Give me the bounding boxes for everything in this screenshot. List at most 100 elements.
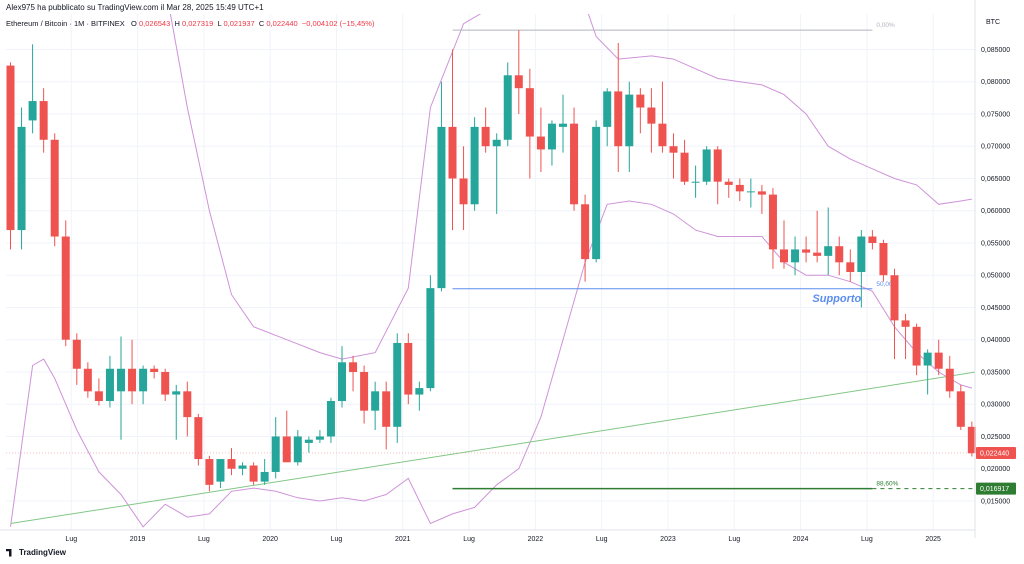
candle-body xyxy=(382,391,391,427)
annotation-lines: 50,00% Supporto 0,00% 88,60% xyxy=(6,22,975,525)
candle xyxy=(238,462,247,476)
symbol-name[interactable]: Ethereum / Bitcoin · 1M · BITFINEX xyxy=(6,19,125,28)
candle xyxy=(680,139,689,185)
candle-body xyxy=(934,352,943,369)
candle xyxy=(536,107,545,173)
candle xyxy=(326,397,335,443)
candle-body xyxy=(17,126,26,231)
candle-body xyxy=(61,236,70,340)
tradingview-brand[interactable]: TradingView xyxy=(6,548,66,557)
candle-body xyxy=(735,184,744,192)
candle-body xyxy=(625,94,634,147)
candle xyxy=(304,436,313,453)
candle-body xyxy=(824,246,833,256)
candle-body xyxy=(514,75,523,89)
candle xyxy=(382,381,391,450)
candle-body xyxy=(371,391,380,411)
candle-body xyxy=(868,236,877,243)
tradingview-logo-icon xyxy=(6,548,12,557)
grid xyxy=(6,14,975,530)
candle xyxy=(802,236,811,263)
y-tick-label: 0,060000 xyxy=(981,208,1010,215)
candle-body xyxy=(448,126,457,179)
target-price-badge-bg xyxy=(976,482,1016,495)
candle xyxy=(282,410,291,463)
candle xyxy=(669,133,678,179)
candle xyxy=(625,81,634,173)
candle xyxy=(514,30,523,114)
x-tick-label: Lug xyxy=(861,536,873,543)
candle-body xyxy=(404,342,413,395)
change-value: −0,004102 (−15,45%) xyxy=(301,19,375,28)
candle xyxy=(934,339,943,376)
candle xyxy=(945,355,954,398)
candle xyxy=(503,62,512,147)
candle xyxy=(570,107,579,211)
candle xyxy=(901,313,910,360)
candle-body xyxy=(802,249,811,253)
candle-body xyxy=(293,436,302,463)
x-tick-label: Lug xyxy=(596,536,608,543)
candle-body xyxy=(967,426,976,454)
candle-body xyxy=(956,391,965,427)
candle-body xyxy=(105,368,114,401)
candles xyxy=(6,30,976,492)
candle-body xyxy=(315,436,324,440)
candle xyxy=(50,133,59,247)
candle-body xyxy=(128,368,137,392)
candle xyxy=(315,430,324,443)
candle xyxy=(581,194,590,282)
candle-body xyxy=(780,249,788,263)
candle-body xyxy=(525,88,534,137)
candle-body xyxy=(50,139,59,237)
candle xyxy=(813,210,822,263)
fib-bottom-pct-label: 88,60% xyxy=(876,481,898,488)
candle xyxy=(636,88,645,134)
candle xyxy=(150,365,159,379)
x-tick-label: 2020 xyxy=(262,536,278,543)
candle-body xyxy=(94,391,103,401)
candle-body xyxy=(492,139,501,147)
candle xyxy=(658,81,667,153)
candle xyxy=(746,178,755,208)
candle xyxy=(293,430,302,466)
candle xyxy=(757,184,766,214)
candle xyxy=(227,448,236,476)
candle xyxy=(105,355,114,408)
last-price-badge: 0,022440 xyxy=(976,446,1016,459)
candle-body xyxy=(647,107,656,124)
last-price-badge-text: 0,022440 xyxy=(980,450,1009,457)
candle-body xyxy=(415,388,424,395)
y-tick-label: 0,050000 xyxy=(981,273,1010,280)
candle-body xyxy=(890,275,899,321)
candle xyxy=(61,220,70,347)
candle xyxy=(780,220,788,269)
candle-body xyxy=(680,152,689,182)
candle xyxy=(437,81,446,292)
high-label: H xyxy=(174,19,180,28)
x-tick-label: 2021 xyxy=(395,536,411,543)
candle-body xyxy=(150,368,159,372)
candle-body xyxy=(216,459,225,482)
candle xyxy=(249,462,258,485)
candle xyxy=(559,94,567,153)
candle-body xyxy=(282,436,291,463)
candle-body xyxy=(669,146,678,153)
candle-body xyxy=(72,339,81,369)
close-label: C xyxy=(258,19,265,28)
low-value: 0,021937 xyxy=(223,19,255,28)
candle xyxy=(547,120,556,166)
candle-body xyxy=(393,342,402,427)
support-pct-label: 50,00% xyxy=(876,281,898,288)
y-tick-label: 0,085000 xyxy=(981,47,1010,54)
y-tick-label: 0,030000 xyxy=(981,402,1010,409)
candle xyxy=(481,107,490,153)
bollinger-lower xyxy=(10,200,973,528)
low-label: L xyxy=(217,19,222,28)
candle xyxy=(868,230,877,250)
candle xyxy=(724,178,733,198)
y-tick-label: 0,040000 xyxy=(981,337,1010,344)
candle-body xyxy=(879,242,888,276)
x-tick-label: 2023 xyxy=(660,536,676,543)
